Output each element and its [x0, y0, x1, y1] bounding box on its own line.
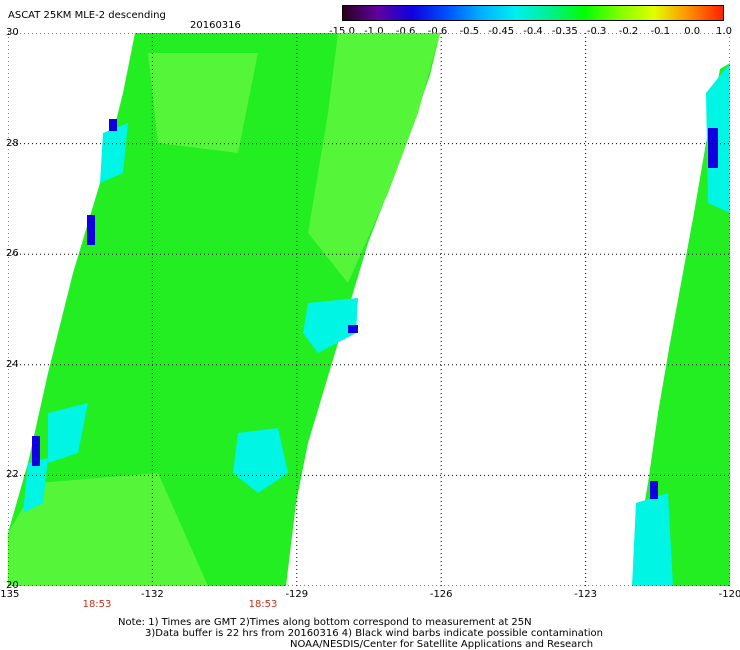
swath-pixel-blue — [708, 128, 718, 168]
colorbar-tick-label: -0.6 — [395, 26, 416, 37]
time-label-1: 18:53 — [82, 599, 112, 610]
lon-tick-label: -126 — [429, 589, 453, 600]
colorbar-tick-label: -0.5 — [459, 26, 480, 37]
lat-tick-label: 28 — [6, 137, 19, 149]
colorbar-tick-label: -0.2 — [618, 26, 639, 37]
swath-pixel-blue — [348, 325, 358, 333]
lat-tick-label: 30 — [6, 27, 19, 38]
swath-region-cyan — [48, 403, 88, 463]
swath-pixel-blue — [109, 119, 117, 131]
swath-region-cyan — [303, 298, 358, 353]
swath-pixel-blue — [650, 481, 658, 499]
lon-tick-label: -132 — [141, 589, 164, 600]
colorbar-tick-label: -0.45 — [488, 26, 515, 37]
map-plot — [8, 33, 730, 586]
lat-tick-label: 22 — [6, 469, 19, 481]
colorbar-tick-label: 1.0 — [716, 26, 732, 37]
time-label-2: 18:53 — [248, 599, 278, 610]
note-line-2: 3)Data buffer is 22 hrs from 20160316 4)… — [145, 628, 603, 639]
plot-title: ASCAT 25KM MLE-2 descending — [8, 10, 166, 21]
swath-region-cyan — [632, 493, 673, 586]
swath-region-light — [148, 53, 258, 153]
lon-tick-label: -123 — [574, 589, 597, 600]
swath-region-cyan — [100, 123, 128, 183]
grid-lines — [8, 33, 730, 586]
colorbar-tick-label: -0.4 — [523, 26, 543, 37]
swath-pixel-blue — [32, 436, 40, 466]
lat-tick-label: 24 — [6, 358, 19, 370]
plot-date: 20160316 — [190, 20, 241, 31]
colorbar-tick-label: -0.6 — [427, 26, 448, 37]
lon-tick-label: -129 — [285, 589, 309, 600]
lon-tick-label: -120 — [718, 589, 740, 600]
colorbar-tick-label: -1.0 — [364, 26, 384, 37]
swath-region-light — [8, 473, 208, 586]
lat-tick-label: 20 — [6, 580, 19, 591]
lat-tick-label: 26 — [6, 248, 19, 260]
swath-region-cyan — [23, 458, 48, 513]
swath-right — [632, 63, 730, 586]
swath-pixel-blue — [87, 215, 95, 245]
colorbar-tick-label: -0.3 — [586, 26, 607, 37]
colorbar — [342, 5, 724, 21]
swath-region-light — [308, 33, 440, 283]
note-line-3: NOAA/NESDIS/Center for Satellite Applica… — [290, 639, 594, 650]
colorbar-tick-label: -0.1 — [650, 26, 671, 37]
swath-region-cyan — [233, 428, 288, 493]
note-line-1: Note: 1) Times are GMT 2)Times along bot… — [118, 617, 532, 628]
colorbar-tick-label: 0.0 — [684, 26, 701, 37]
colorbar-tick-label: -0.35 — [551, 26, 578, 37]
lon-tick-label: -135 — [0, 589, 20, 600]
colorbar-tick-label: -15.0 — [329, 26, 355, 37]
